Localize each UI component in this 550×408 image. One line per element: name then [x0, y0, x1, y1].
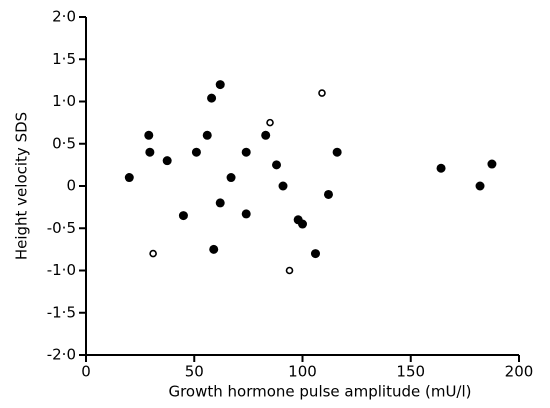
y-tick-label: -0·5: [47, 219, 76, 237]
point: [323, 189, 333, 199]
point: [215, 80, 225, 90]
point: [124, 173, 134, 183]
point: [332, 147, 342, 157]
x-tick-label: 0: [81, 363, 91, 381]
point: [261, 130, 271, 140]
y-tick-label: 1·5: [52, 50, 76, 68]
y-tick-label: -1·5: [47, 303, 76, 321]
y-axis-label: Height velocity SDS: [13, 112, 31, 260]
point: [144, 130, 154, 140]
x-tick-label: 100: [288, 363, 317, 381]
point: [241, 147, 251, 157]
point: [278, 181, 288, 191]
x-axis-label: Growth hormone pulse amplitude (mU/l): [168, 383, 471, 401]
x-tick-label: 50: [185, 363, 204, 381]
point: [266, 118, 274, 127]
point: [202, 130, 212, 140]
point: [285, 266, 294, 275]
y-tick-label: -1·0: [47, 261, 76, 279]
point: [149, 249, 157, 258]
point: [272, 160, 282, 170]
point: [310, 249, 320, 259]
point: [209, 244, 219, 254]
point: [226, 173, 236, 183]
point: [318, 89, 326, 97]
point: [436, 163, 446, 173]
y-tick-label: 1·0: [52, 92, 76, 110]
x-tick-label: 200: [505, 363, 534, 381]
point: [191, 147, 201, 157]
point: [241, 209, 251, 219]
y-tick-label: -2·0: [47, 346, 76, 364]
point: [475, 181, 485, 191]
point: [207, 93, 217, 103]
point: [162, 156, 172, 166]
y-tick-label: 2·0: [52, 8, 76, 26]
y-tick-label: 0·5: [52, 134, 76, 152]
point: [145, 147, 155, 157]
point: [215, 198, 225, 208]
point: [298, 219, 307, 229]
x-tick-label: 150: [396, 363, 425, 381]
point: [178, 211, 188, 221]
point: [487, 159, 497, 169]
y-tick-label: 0: [66, 177, 76, 195]
